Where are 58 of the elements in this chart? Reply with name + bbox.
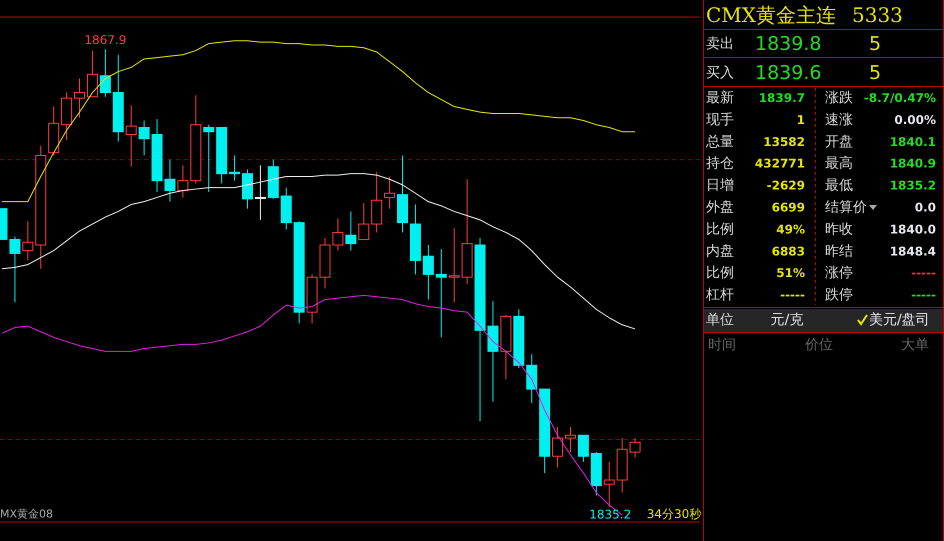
text: 比例 — [706, 265, 734, 282]
text: 1840.1 — [890, 134, 936, 149]
text: 1839.6 — [755, 62, 822, 84]
text: 总量 — [705, 134, 734, 150]
text: 51% — [776, 266, 805, 280]
text: 比例 — [706, 221, 734, 238]
text: ----- — [780, 288, 806, 302]
text: 1 — [796, 112, 805, 127]
text: 6883 — [772, 244, 805, 258]
text: 最低 — [825, 178, 853, 194]
text: 持仓 — [706, 156, 734, 172]
text: 432771 — [754, 156, 805, 171]
text: 1839.7 — [758, 91, 805, 105]
text: 结算价 — [825, 200, 867, 216]
text: 1840.0 — [890, 222, 936, 236]
text: -8.7/0.47% — [864, 91, 936, 105]
text: 1839.8 — [755, 33, 822, 55]
text: 6699 — [772, 200, 805, 214]
text: 杠杆 — [705, 287, 734, 304]
text: 34分30秒 — [646, 507, 702, 521]
text: 现手 — [706, 112, 734, 128]
text: 涨跌 — [825, 90, 853, 106]
text: 单位 — [706, 312, 734, 328]
text: 昨收 — [825, 221, 853, 238]
text: 1848.4 — [890, 244, 936, 258]
text: -2629 — [766, 178, 805, 193]
text: 5333 — [852, 3, 903, 27]
text: CMX黄金主连 — [706, 3, 836, 27]
text: 外盘 — [706, 200, 734, 216]
annotation: 1867.9 — [84, 33, 126, 48]
text: 0.0 — [914, 200, 936, 214]
text: 内盘 — [706, 243, 734, 260]
text: 买入 — [706, 65, 734, 81]
text: 0.00% — [894, 112, 936, 127]
text: 时间 — [708, 337, 736, 353]
annotation: MX黄金08 — [0, 508, 54, 520]
text: 开盘 — [825, 134, 853, 150]
text: 大单 — [901, 337, 929, 353]
text: 卖出 — [706, 36, 734, 52]
text: 日增 — [706, 178, 734, 194]
text: 1840.9 — [890, 156, 936, 171]
text: 1835.2 — [890, 178, 936, 193]
text: 13582 — [763, 134, 805, 149]
text: 美元/盘司 — [869, 312, 930, 328]
text: ----- — [911, 266, 936, 280]
text: 速涨 — [825, 112, 853, 128]
text: 最新 — [706, 90, 734, 106]
text: 最高 — [825, 156, 853, 172]
text: 元/克 — [770, 312, 804, 328]
text: 价位 — [804, 337, 833, 353]
text: 跌停 — [825, 287, 853, 304]
text: 5 — [868, 33, 882, 55]
text: 涨停 — [825, 265, 853, 282]
annotation: 1835.2 — [589, 508, 632, 522]
text: 昨结 — [825, 243, 853, 260]
text: 49% — [776, 222, 805, 236]
text: ----- — [911, 288, 936, 302]
text: 5 — [868, 62, 882, 84]
